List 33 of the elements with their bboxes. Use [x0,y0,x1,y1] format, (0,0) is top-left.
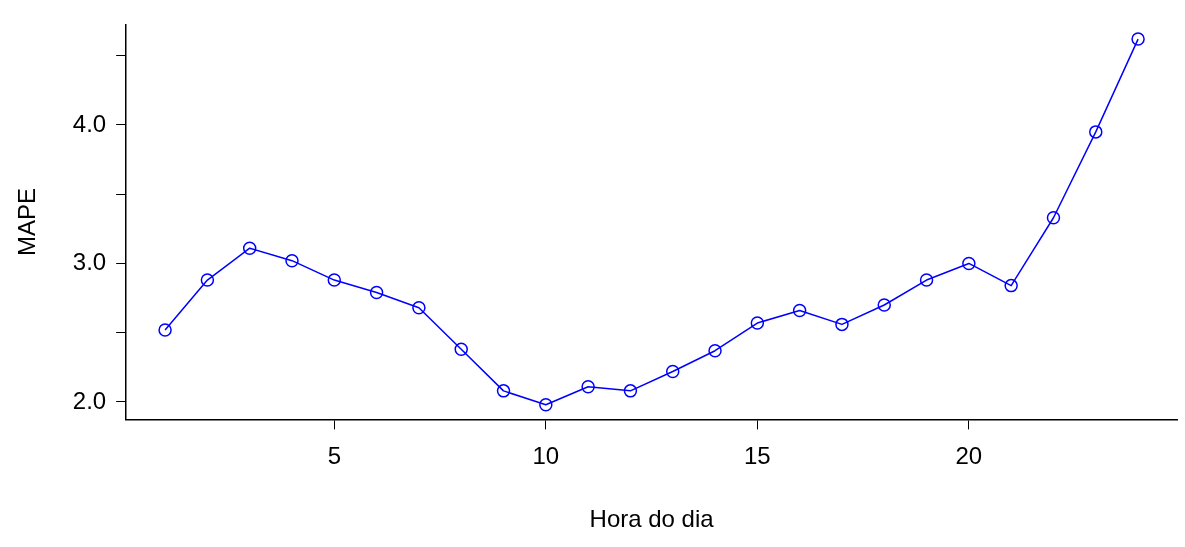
point [539,397,553,412]
point [369,285,384,300]
point [158,323,172,337]
point [1004,278,1018,293]
y-tick-label: 3.0 [72,248,107,276]
y-tick-label: 2.0 [72,386,107,414]
point [327,273,342,287]
point [285,253,299,268]
point [623,384,638,398]
x-tick-label: 5 [327,442,341,470]
x-tick-label: 15 [743,442,771,470]
point [581,379,595,394]
x-tick-label: 20 [955,442,983,470]
x-axis-title: Hora do dia [589,505,715,533]
point [750,316,765,330]
point [1089,125,1103,139]
point [708,343,722,358]
point [919,273,934,287]
point [962,256,976,271]
point [665,364,680,379]
y-axis-title: MAPE [13,187,41,256]
point [877,298,892,312]
point [454,342,468,357]
point [496,384,511,398]
point [1046,211,1061,225]
point [792,303,807,318]
point [200,273,215,287]
point [412,301,426,315]
point [242,241,257,255]
y-tick-label: 4.0 [72,109,107,137]
x-tick-label: 10 [532,442,560,470]
point [835,317,849,332]
point [1131,32,1145,46]
